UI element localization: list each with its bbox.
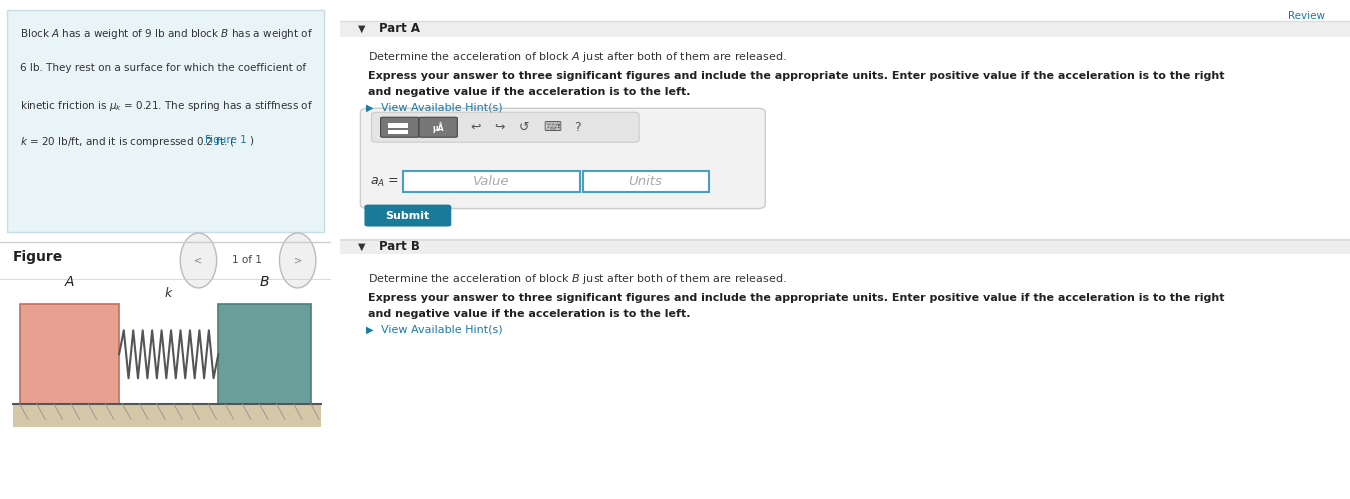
FancyBboxPatch shape (7, 10, 324, 232)
Text: $k$ = 20 lb/ft, and it is compressed 0.2 ft. (: $k$ = 20 lb/ft, and it is compressed 0.2… (20, 135, 235, 149)
FancyBboxPatch shape (340, 240, 1350, 254)
FancyBboxPatch shape (387, 130, 408, 134)
Text: ↩: ↩ (470, 121, 481, 134)
Text: 1 of 1: 1 of 1 (232, 255, 262, 265)
Circle shape (181, 233, 216, 288)
Text: μÅ: μÅ (432, 122, 444, 133)
FancyBboxPatch shape (418, 117, 458, 137)
FancyBboxPatch shape (340, 254, 1350, 499)
Text: $B$: $B$ (259, 275, 270, 289)
Text: Units: Units (629, 175, 663, 188)
Text: ▶: ▶ (366, 324, 374, 334)
FancyBboxPatch shape (340, 21, 1350, 37)
Text: Part A: Part A (378, 22, 420, 35)
FancyBboxPatch shape (14, 404, 321, 427)
Text: ▶: ▶ (366, 102, 374, 112)
Text: Figure: Figure (14, 250, 63, 263)
Circle shape (279, 233, 316, 288)
Text: and negative value if the acceleration is to the left.: and negative value if the acceleration i… (369, 309, 691, 319)
Text: Determine the acceleration of block $\mathit{B}$ just after both of them are rel: Determine the acceleration of block $\ma… (369, 272, 787, 286)
Text: Submit: Submit (386, 211, 431, 221)
Text: kinetic friction is $\mu_k$ = 0.21. The spring has a stiffness of: kinetic friction is $\mu_k$ = 0.21. The … (20, 99, 313, 113)
Text: ↺: ↺ (518, 121, 529, 134)
Text: Review: Review (1288, 11, 1324, 21)
FancyBboxPatch shape (364, 205, 451, 227)
Text: View Available Hint(s): View Available Hint(s) (381, 324, 502, 334)
Text: Block $\mathit{A}$ has a weight of 9 lb and block $\mathit{B}$ has a weight of: Block $\mathit{A}$ has a weight of 9 lb … (20, 27, 313, 41)
Text: View Available Hint(s): View Available Hint(s) (381, 102, 502, 112)
Text: $a_A$ =: $a_A$ = (370, 176, 400, 189)
Text: ⌨: ⌨ (543, 121, 562, 134)
Text: ▼: ▼ (358, 242, 366, 251)
FancyBboxPatch shape (360, 108, 765, 209)
Text: 6 lb. They rest on a surface for which the coefficient of: 6 lb. They rest on a surface for which t… (20, 63, 306, 73)
Text: and negative value if the acceleration is to the left.: and negative value if the acceleration i… (369, 87, 691, 97)
Text: $k$: $k$ (163, 286, 174, 300)
Text: Part B: Part B (378, 240, 420, 253)
FancyBboxPatch shape (583, 171, 709, 192)
FancyBboxPatch shape (219, 304, 310, 404)
Text: Value: Value (472, 175, 509, 188)
Text: >: > (293, 255, 302, 265)
FancyBboxPatch shape (20, 304, 119, 404)
FancyBboxPatch shape (371, 112, 639, 142)
FancyBboxPatch shape (381, 117, 418, 137)
Text: Express your answer to three significant figures and include the appropriate uni: Express your answer to three significant… (369, 293, 1224, 303)
FancyBboxPatch shape (340, 37, 1350, 240)
FancyBboxPatch shape (402, 171, 579, 192)
Text: Determine the acceleration of block $\mathit{A}$ just after both of them are rel: Determine the acceleration of block $\ma… (369, 50, 787, 64)
Text: Figure 1: Figure 1 (205, 135, 247, 145)
FancyBboxPatch shape (387, 123, 408, 128)
Text: <: < (194, 255, 202, 265)
Text: ): ) (250, 135, 254, 145)
Text: ↪: ↪ (494, 121, 505, 134)
Text: ?: ? (574, 121, 580, 134)
Text: $A$: $A$ (63, 275, 76, 289)
Text: Express your answer to three significant figures and include the appropriate uni: Express your answer to three significant… (369, 71, 1224, 81)
Text: ▼: ▼ (358, 23, 366, 33)
